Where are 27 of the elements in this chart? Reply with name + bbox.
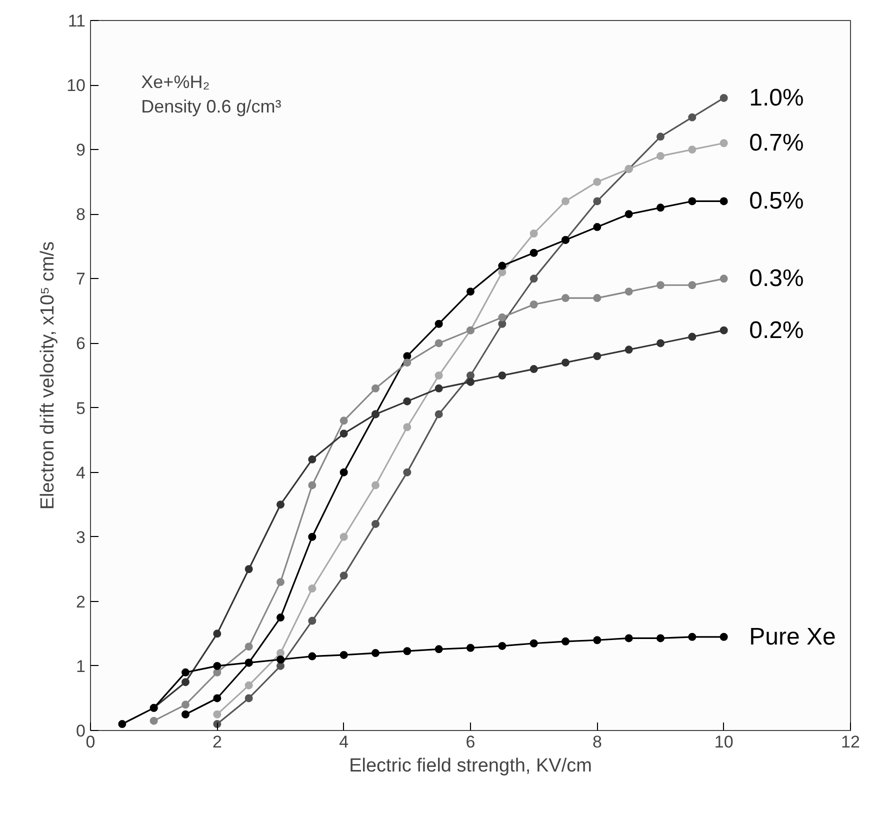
x-tick-label: 4 <box>339 732 349 752</box>
y-tick-label: 1 <box>76 656 86 676</box>
y-tick-label: 11 <box>68 12 86 30</box>
series-label: 1.0% <box>749 84 804 112</box>
x-tick-label: 2 <box>212 732 222 752</box>
annotation: Xe+%H₂ <box>141 72 210 92</box>
y-tick-label: 2 <box>76 592 86 612</box>
y-tick-label: 5 <box>76 398 86 418</box>
y-tick-label: 6 <box>76 334 86 354</box>
y-tick-label: 10 <box>66 76 86 96</box>
x-axis-title: Electric field strength, KV/cm <box>349 756 592 776</box>
y-tick-label: 8 <box>76 205 86 224</box>
x-tick-label: 6 <box>466 732 476 752</box>
y-tick-label: 9 <box>76 140 86 160</box>
series-label: 0.2% <box>749 316 804 344</box>
series-label: 0.3% <box>749 265 804 292</box>
series-label: Pure Xe <box>749 623 836 650</box>
y-tick-label: 3 <box>76 528 86 547</box>
x-tick-label: 12 <box>841 732 860 752</box>
annotation: Density 0.6 g/cm³ <box>141 96 282 116</box>
x-tick-label: 10 <box>714 732 734 752</box>
y-axis-title: Electron drift velocity, x10⁵ cm/s <box>38 241 59 510</box>
y-tick-label: 7 <box>76 270 86 289</box>
series-label: 0.7% <box>749 130 804 157</box>
x-tick-label: 8 <box>592 732 602 752</box>
series-label: 0.5% <box>749 188 804 215</box>
y-tick-label: 4 <box>76 463 86 482</box>
